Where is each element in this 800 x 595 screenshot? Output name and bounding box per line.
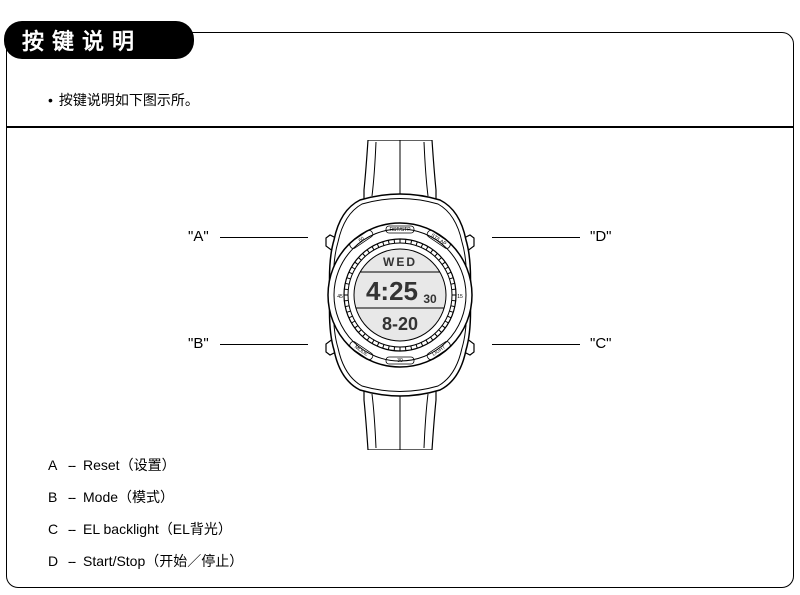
display-date: 8-20 <box>382 314 418 334</box>
label-c: "C" <box>590 335 611 352</box>
svg-text:RST/STP: RST/STP <box>389 227 411 233</box>
legend-row-c: C -- EL backlight（EL背光） <box>48 519 243 539</box>
display-day: WED <box>383 255 417 269</box>
svg-text:30: 30 <box>397 358 403 364</box>
intro-text: 按键说明如下图示所。 <box>48 90 199 110</box>
svg-text:45: 45 <box>337 294 343 300</box>
legend-a-letter: A <box>48 457 64 473</box>
label-a: "A" <box>188 228 209 245</box>
display-time: 4:25 <box>366 276 418 306</box>
svg-text:15: 15 <box>457 294 463 300</box>
label-b: "B" <box>188 335 209 352</box>
leader-d <box>492 237 580 238</box>
legend-c-text: EL backlight（EL背光） <box>83 521 232 537</box>
legend-d-letter: D <box>48 553 64 569</box>
horizontal-divider <box>7 126 793 128</box>
legend-c-dash: -- <box>68 521 75 537</box>
legend-b-letter: B <box>48 489 64 505</box>
section-title-tab: 按键说明 <box>4 21 194 59</box>
watch-diagram-area: "A" "B" "D" "C" <box>0 140 800 450</box>
section-title-text: 按键说明 <box>22 24 142 56</box>
leader-b <box>220 344 308 345</box>
legend-list: A -- Reset（设置） B -- Mode（模式） C -- EL bac… <box>48 455 243 583</box>
label-d: "D" <box>590 228 611 245</box>
legend-a-text: Reset（设置） <box>83 457 176 473</box>
display-seconds: 30 <box>423 292 437 306</box>
legend-row-a: A -- Reset（设置） <box>48 455 243 475</box>
legend-b-dash: -- <box>68 489 75 505</box>
leader-c <box>492 344 580 345</box>
leader-a <box>220 237 308 238</box>
legend-d-dash: -- <box>68 553 75 569</box>
legend-d-text: Start/Stop（开始／停止） <box>83 553 243 569</box>
legend-a-dash: -- <box>68 457 75 473</box>
legend-row-d: D -- Start/Stop（开始／停止） <box>48 551 243 571</box>
legend-b-text: Mode（模式） <box>83 489 174 505</box>
watch-illustration: RST/STP ST/LAP 60 LIGHT MODE 30 45 15 WE… <box>300 140 500 450</box>
legend-row-b: B -- Mode（模式） <box>48 487 243 507</box>
legend-c-letter: C <box>48 521 64 537</box>
